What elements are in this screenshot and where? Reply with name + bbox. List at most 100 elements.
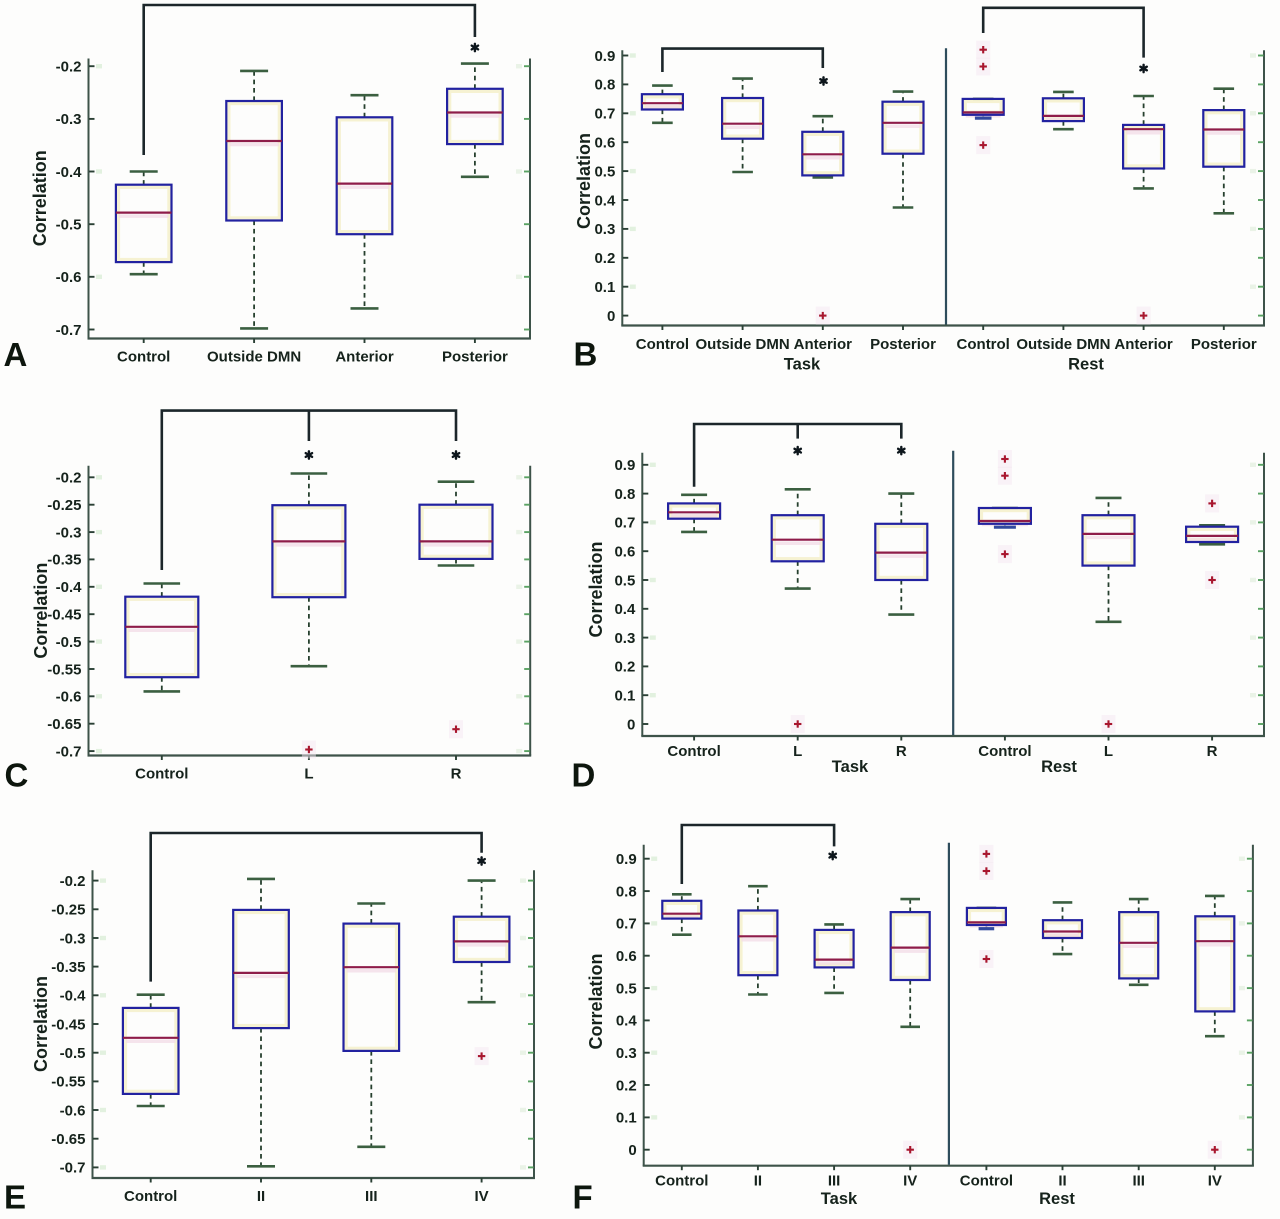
svg-text:IV: IV — [903, 1172, 917, 1189]
svg-text:Posterior: Posterior — [1191, 336, 1257, 353]
svg-text:Control: Control — [655, 1172, 708, 1189]
svg-text:0.8: 0.8 — [594, 77, 615, 94]
svg-text:Posterior: Posterior — [442, 349, 508, 366]
svg-text:0.2: 0.2 — [616, 1077, 637, 1094]
svg-text:Rest: Rest — [1041, 758, 1077, 776]
svg-text:Rest: Rest — [1039, 1190, 1075, 1208]
svg-text:Anterior: Anterior — [335, 349, 394, 366]
svg-text:Control: Control — [667, 743, 720, 760]
svg-text:D: D — [572, 757, 596, 794]
svg-text:-0.5: -0.5 — [60, 1045, 86, 1062]
svg-text:0.5: 0.5 — [616, 980, 637, 997]
svg-text:-0.45: -0.45 — [47, 607, 81, 624]
svg-text:0.8: 0.8 — [616, 883, 637, 900]
svg-text:-0.7: -0.7 — [60, 1160, 86, 1177]
svg-text:-0.35: -0.35 — [51, 959, 85, 976]
svg-text:0.4: 0.4 — [594, 192, 616, 209]
svg-text:-0.2: -0.2 — [56, 59, 82, 76]
svg-text:Outside DMN: Outside DMN — [207, 349, 301, 366]
svg-text:0.9: 0.9 — [616, 851, 637, 868]
svg-text:II: II — [1058, 1172, 1066, 1189]
svg-text:-0.3: -0.3 — [60, 930, 86, 947]
svg-text:0: 0 — [628, 1142, 636, 1159]
svg-text:-0.6: -0.6 — [60, 1102, 86, 1119]
svg-text:0.4: 0.4 — [616, 1013, 638, 1030]
svg-text:0.3: 0.3 — [614, 630, 635, 647]
svg-text:III: III — [365, 1188, 378, 1205]
svg-text:Control: Control — [124, 1188, 177, 1205]
svg-text:0.6: 0.6 — [614, 544, 635, 561]
svg-text:Rest: Rest — [1068, 356, 1104, 374]
svg-text:-0.6: -0.6 — [56, 689, 82, 706]
svg-text:0.3: 0.3 — [616, 1045, 637, 1062]
svg-text:-0.5: -0.5 — [56, 217, 82, 234]
svg-text:Control: Control — [636, 336, 689, 353]
svg-text:L: L — [793, 743, 802, 760]
svg-text:E: E — [4, 1179, 26, 1216]
svg-text:-0.7: -0.7 — [56, 322, 82, 339]
svg-text:0.5: 0.5 — [614, 572, 635, 589]
svg-text:0.3: 0.3 — [594, 221, 615, 238]
svg-text:A: A — [4, 336, 28, 373]
svg-text:-0.2: -0.2 — [56, 470, 82, 487]
svg-text:Correlation: Correlation — [31, 976, 51, 1072]
svg-text:II: II — [257, 1188, 265, 1205]
svg-text:-0.65: -0.65 — [51, 1131, 85, 1148]
svg-text:0.7: 0.7 — [594, 106, 615, 123]
svg-text:Control: Control — [135, 766, 188, 783]
svg-text:-0.4: -0.4 — [60, 988, 87, 1005]
svg-text:II: II — [754, 1172, 762, 1189]
svg-text:0: 0 — [627, 716, 635, 733]
svg-text:Correlation: Correlation — [30, 150, 50, 246]
svg-text:0.2: 0.2 — [594, 250, 615, 267]
svg-text:-0.6: -0.6 — [56, 269, 82, 286]
svg-text:Outside DMN: Outside DMN — [1016, 336, 1110, 353]
svg-text:Control: Control — [117, 349, 170, 366]
svg-text:0.1: 0.1 — [594, 279, 615, 296]
svg-text:-0.25: -0.25 — [51, 902, 85, 919]
svg-text:0.9: 0.9 — [594, 48, 615, 65]
svg-text:-0.35: -0.35 — [47, 552, 81, 569]
svg-text:Anterior: Anterior — [794, 336, 853, 353]
svg-text:0.5: 0.5 — [594, 163, 615, 180]
svg-text:0.8: 0.8 — [614, 486, 635, 503]
svg-text:III: III — [828, 1172, 841, 1189]
svg-text:-0.5: -0.5 — [56, 634, 82, 651]
svg-text:Control: Control — [957, 336, 1010, 353]
svg-text:-0.45: -0.45 — [51, 1016, 85, 1033]
svg-text:-0.7: -0.7 — [56, 743, 82, 760]
svg-text:-0.3: -0.3 — [56, 524, 82, 541]
svg-text:Posterior: Posterior — [870, 336, 936, 353]
svg-text:C: C — [5, 757, 29, 794]
svg-text:Anterior: Anterior — [1114, 336, 1173, 353]
svg-text:L: L — [1104, 743, 1113, 760]
svg-text:0.2: 0.2 — [614, 659, 635, 676]
svg-text:Correlation: Correlation — [586, 953, 606, 1049]
svg-text:-0.4: -0.4 — [56, 579, 83, 596]
svg-text:0.7: 0.7 — [616, 916, 637, 933]
svg-text:III: III — [1132, 1172, 1145, 1189]
svg-text:0: 0 — [607, 308, 615, 325]
svg-text:-0.4: -0.4 — [56, 164, 83, 181]
svg-text:-0.25: -0.25 — [47, 497, 81, 514]
svg-text:Task: Task — [784, 356, 821, 374]
svg-text:Correlation: Correlation — [586, 541, 606, 637]
svg-text:0.1: 0.1 — [616, 1110, 637, 1127]
svg-text:-0.65: -0.65 — [47, 716, 81, 733]
svg-text:R: R — [451, 766, 462, 783]
svg-text:B: B — [574, 336, 598, 373]
svg-text:Control: Control — [978, 743, 1031, 760]
svg-text:-0.3: -0.3 — [56, 111, 82, 128]
svg-text:0.6: 0.6 — [594, 135, 615, 152]
svg-text:-0.2: -0.2 — [60, 873, 86, 890]
svg-text:Task: Task — [821, 1190, 858, 1208]
svg-text:Outside DMN: Outside DMN — [696, 336, 790, 353]
svg-text:0.9: 0.9 — [614, 457, 635, 474]
svg-text:IV: IV — [1208, 1172, 1222, 1189]
svg-text:0.1: 0.1 — [614, 688, 635, 705]
svg-text:-0.55: -0.55 — [47, 661, 81, 678]
svg-text:R: R — [896, 743, 907, 760]
svg-text:0.7: 0.7 — [614, 515, 635, 532]
svg-text:-0.55: -0.55 — [51, 1074, 85, 1091]
svg-text:F: F — [573, 1179, 593, 1216]
